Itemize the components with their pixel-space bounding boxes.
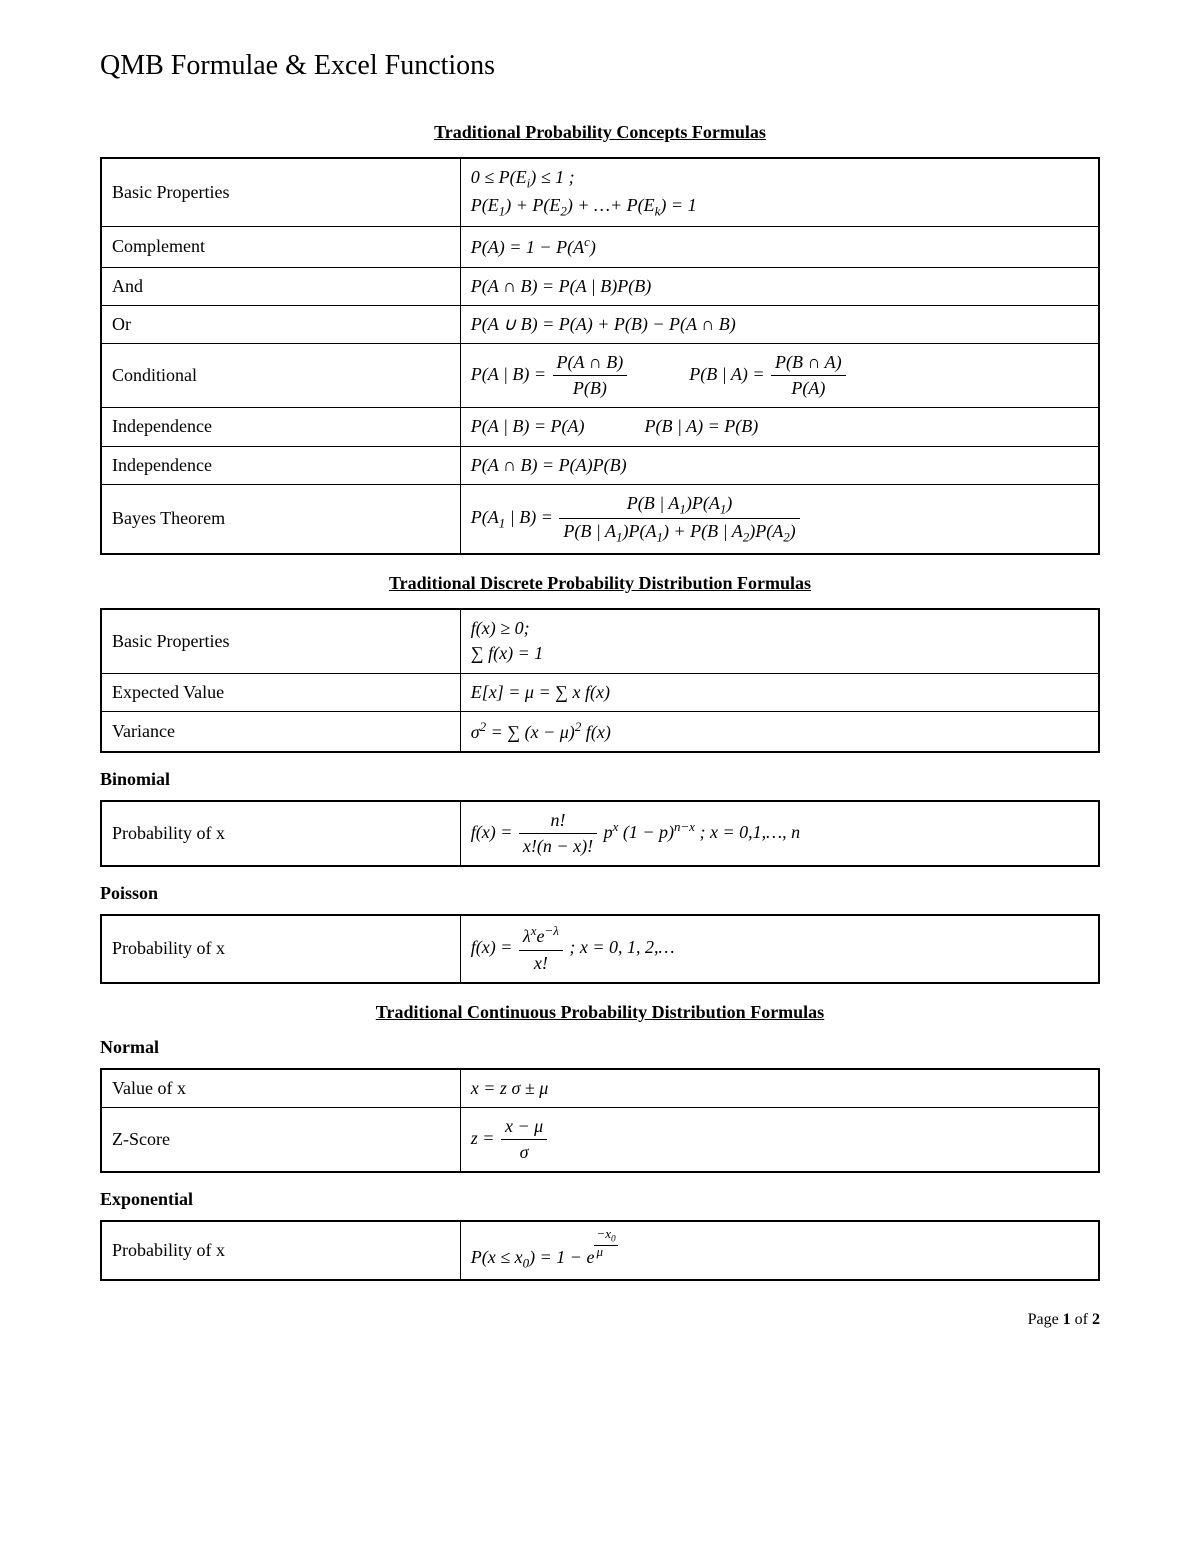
cell-label: Probability of x [101,801,460,866]
cell-formula: f(x) = λxe−λx! ; x = 0, 1, 2,… [460,915,1099,982]
table-row: Probability of x f(x) = n!x!(n − x)! px … [101,801,1099,866]
table-row: Independence P(A | B) = P(A) P(B | A) = … [101,408,1099,446]
table-binomial: Probability of x f(x) = n!x!(n − x)! px … [100,800,1100,867]
table-exponential: Probability of x P(x ≤ x0) = 1 − e−x0μ [100,1220,1100,1281]
cell-formula: P(A1 | B) = P(B | A1)P(A1)P(B | A1)P(A1)… [460,484,1099,554]
table-row: Z-Score z = x − μσ [101,1107,1099,1172]
table-normal: Value of x x = z σ ± μ Z-Score z = x − μ… [100,1068,1100,1174]
footer-prefix: Page [1028,1311,1063,1328]
footer-of: of [1071,1311,1092,1328]
cell-label: Probability of x [101,1221,460,1280]
cell-label: Independence [101,446,460,484]
section1-heading: Traditional Probability Concepts Formula… [100,122,1100,143]
page-footer: Page 1 of 2 [100,1311,1100,1329]
cell-formula: P(A ∪ B) = P(A) + P(B) − P(A ∩ B) [460,305,1099,343]
page-container: QMB Formulae & Excel Functions Tradition… [100,50,1100,1329]
table-row: Expected Value E[x] = μ = ∑ x f(x) [101,673,1099,711]
binomial-heading: Binomial [100,769,1100,790]
table-row: Complement P(A) = 1 − P(Ac) [101,227,1099,267]
cell-formula: P(A) = 1 − P(Ac) [460,227,1099,267]
cell-formula: P(A ∩ B) = P(A | B)P(B) [460,267,1099,305]
cell-formula: x = z σ ± μ [460,1069,1099,1108]
cell-label: Variance [101,711,460,752]
cell-formula: E[x] = μ = ∑ x f(x) [460,673,1099,711]
table-discrete: Basic Properties f(x) ≥ 0; ∑ f(x) = 1 Ex… [100,608,1100,753]
table-poisson: Probability of x f(x) = λxe−λx! ; x = 0,… [100,914,1100,983]
table-row: Conditional P(A | B) = P(A ∩ B)P(B) P(B … [101,344,1099,408]
exponential-heading: Exponential [100,1189,1100,1210]
table-row: Variance σ2 = ∑ (x − μ)2 f(x) [101,711,1099,752]
cell-label: Expected Value [101,673,460,711]
page-title: QMB Formulae & Excel Functions [100,50,1100,82]
table-row: Probability of x P(x ≤ x0) = 1 − e−x0μ [101,1221,1099,1280]
section2-heading: Traditional Discrete Probability Distrib… [100,573,1100,594]
cell-label: Or [101,305,460,343]
cell-label: Basic Properties [101,609,460,673]
cell-label: Probability of x [101,915,460,982]
cell-label: Complement [101,227,460,267]
cell-label: Z-Score [101,1107,460,1172]
table-row: Basic Properties f(x) ≥ 0; ∑ f(x) = 1 [101,609,1099,673]
cell-formula: z = x − μσ [460,1107,1099,1172]
cell-formula: P(A ∩ B) = P(A)P(B) [460,446,1099,484]
footer-current: 1 [1063,1311,1071,1328]
section3-heading: Traditional Continuous Probability Distr… [100,1002,1100,1023]
cell-formula: f(x) ≥ 0; ∑ f(x) = 1 [460,609,1099,673]
table-probability-concepts: Basic Properties 0 ≤ P(Ei) ≤ 1 ; P(E1) +… [100,157,1100,555]
cell-formula: P(x ≤ x0) = 1 − e−x0μ [460,1221,1099,1280]
footer-total: 2 [1092,1311,1100,1328]
value-of-x-text: Value of x [112,1078,186,1098]
table-row: And P(A ∩ B) = P(A | B)P(B) [101,267,1099,305]
cell-label: Basic Properties [101,158,460,227]
table-row: Bayes Theorem P(A1 | B) = P(B | A1)P(A1)… [101,484,1099,554]
normal-heading: Normal [100,1037,1100,1058]
table-row: Basic Properties 0 ≤ P(Ei) ≤ 1 ; P(E1) +… [101,158,1099,227]
cell-label: Conditional [101,344,460,408]
cell-formula: P(A | B) = P(A) P(B | A) = P(B) [460,408,1099,446]
cell-formula: f(x) = n!x!(n − x)! px (1 − p)n−x ; x = … [460,801,1099,866]
table-row: Or P(A ∪ B) = P(A) + P(B) − P(A ∩ B) [101,305,1099,343]
cell-label: Value of x [101,1069,460,1108]
table-row: Probability of x f(x) = λxe−λx! ; x = 0,… [101,915,1099,982]
cell-label: Independence [101,408,460,446]
cell-label: And [101,267,460,305]
table-row: Value of x x = z σ ± μ [101,1069,1099,1108]
poisson-heading: Poisson [100,883,1100,904]
table-row: Independence P(A ∩ B) = P(A)P(B) [101,446,1099,484]
cell-label: Bayes Theorem [101,484,460,554]
cell-formula: σ2 = ∑ (x − μ)2 f(x) [460,711,1099,752]
cell-formula: P(A | B) = P(A ∩ B)P(B) P(B | A) = P(B ∩… [460,344,1099,408]
cell-formula: 0 ≤ P(Ei) ≤ 1 ; P(E1) + P(E2) + …+ P(Ek)… [460,158,1099,227]
